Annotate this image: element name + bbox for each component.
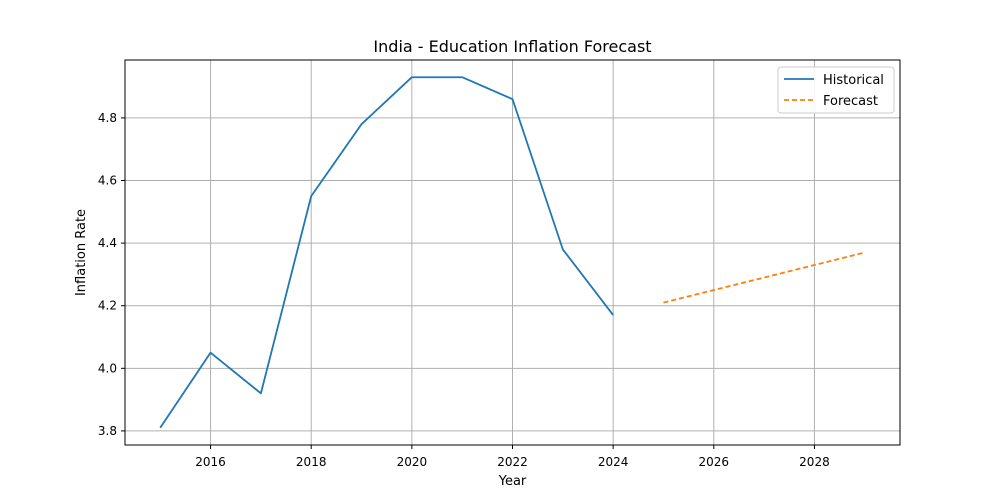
x-tick-label: 2024 <box>598 455 629 469</box>
x-tick-label: 2028 <box>799 455 830 469</box>
y-tick-label: 4.6 <box>98 174 117 188</box>
legend-label-forecast: Forecast <box>823 94 878 109</box>
chart-title: India - Education Inflation Forecast <box>373 37 651 56</box>
series-line-historical <box>159 76 614 429</box>
y-tick-label: 4.8 <box>98 111 117 125</box>
legend-label-historical: Historical <box>823 73 884 88</box>
x-tick-label: 2020 <box>397 455 428 469</box>
x-tick-label: 2018 <box>296 455 327 469</box>
y-tick-label: 3.8 <box>98 424 117 438</box>
grid <box>125 60 900 445</box>
x-axis: 2016 2018 2020 2022 2024 2026 2028 <box>195 445 830 469</box>
y-axis-label: Inflation Rate <box>74 209 89 296</box>
x-tick-label: 2016 <box>195 455 226 469</box>
legend: Historical Forecast <box>777 66 895 114</box>
x-tick-label: 2026 <box>699 455 730 469</box>
x-axis-label: Year <box>498 474 527 489</box>
series-line-forecast <box>663 251 865 304</box>
y-axis: 3.8 4.0 4.2 4.4 4.6 4.8 <box>98 111 125 438</box>
y-tick-label: 4.2 <box>98 299 117 313</box>
x-tick-label: 2022 <box>497 455 528 469</box>
y-tick-label: 4.0 <box>98 361 117 375</box>
series-layer <box>159 76 865 429</box>
y-tick-label: 4.4 <box>98 236 117 250</box>
